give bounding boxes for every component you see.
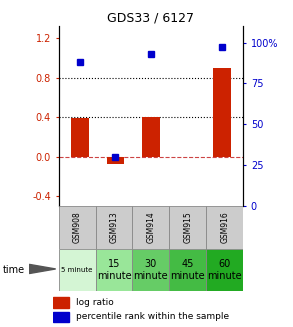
Text: 30
minute: 30 minute	[134, 259, 168, 281]
Bar	[53, 297, 69, 307]
Bar	[53, 312, 69, 322]
Bar	[169, 249, 206, 291]
Text: time: time	[3, 265, 25, 275]
Text: percentile rank within the sample: percentile rank within the sample	[76, 313, 229, 321]
Bar	[132, 206, 169, 249]
Text: GSM914: GSM914	[146, 211, 155, 243]
Bar	[59, 206, 96, 249]
Bar	[96, 206, 132, 249]
Text: log ratio: log ratio	[76, 298, 114, 307]
Bar	[107, 157, 124, 164]
Text: GSM915: GSM915	[183, 211, 192, 243]
Text: 5 minute: 5 minute	[61, 267, 93, 273]
Bar	[169, 206, 206, 249]
Bar	[59, 249, 96, 291]
Bar	[96, 249, 132, 291]
Text: 60
minute: 60 minute	[207, 259, 242, 281]
Bar	[206, 249, 243, 291]
Text: 45
minute: 45 minute	[171, 259, 205, 281]
Polygon shape	[29, 264, 56, 273]
Text: GSM908: GSM908	[73, 211, 81, 243]
Text: GSM916: GSM916	[220, 211, 229, 243]
Bar	[71, 118, 89, 157]
Bar	[132, 249, 169, 291]
Bar	[206, 206, 243, 249]
Title: GDS33 / 6127: GDS33 / 6127	[108, 12, 194, 25]
Bar	[213, 68, 231, 157]
Bar	[142, 117, 160, 157]
Text: 15
minute: 15 minute	[97, 259, 131, 281]
Text: GSM913: GSM913	[110, 211, 118, 243]
